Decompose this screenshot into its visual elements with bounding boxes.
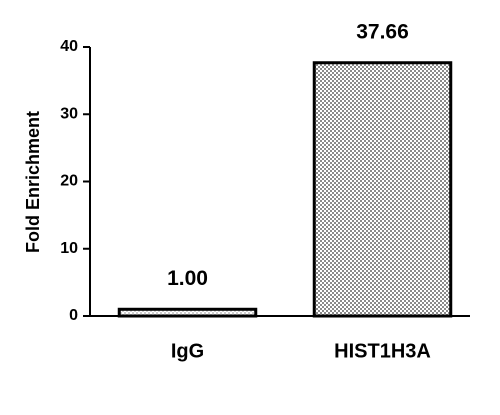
- y-tick-label: 40: [60, 38, 78, 55]
- bar: [117, 307, 258, 318]
- value-label: 37.66: [356, 20, 409, 43]
- y-tick-label: 20: [60, 173, 78, 190]
- y-tick-label: 0: [69, 307, 78, 324]
- y-tick-label: 10: [60, 240, 78, 257]
- value-label: 1.00: [167, 267, 208, 290]
- x-tick-label: HIST1H3A: [334, 340, 431, 362]
- x-tick-label: IgG: [171, 340, 204, 362]
- bar: [312, 61, 453, 318]
- y-axis-label: Fold Enrichment: [23, 111, 43, 253]
- y-tick-label: 30: [60, 105, 78, 122]
